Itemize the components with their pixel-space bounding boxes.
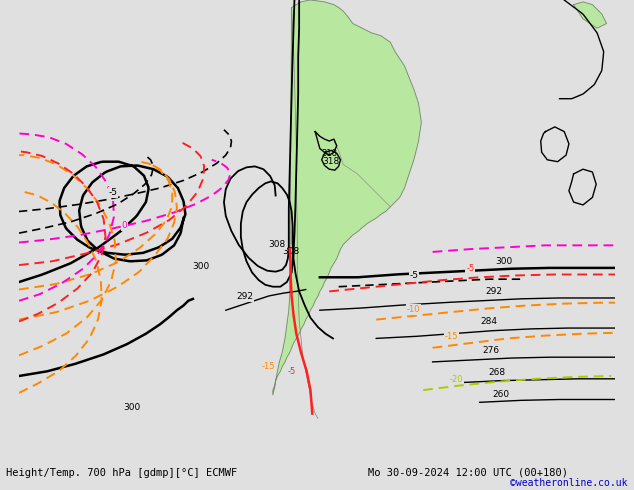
Text: 284: 284 <box>481 317 498 326</box>
Text: Height/Temp. 700 hPa [gdmp][°C] ECMWF: Height/Temp. 700 hPa [gdmp][°C] ECMWF <box>6 468 238 478</box>
Text: -5: -5 <box>410 271 418 280</box>
Text: ©weatheronline.co.uk: ©weatheronline.co.uk <box>510 478 628 488</box>
Text: -15: -15 <box>261 362 275 371</box>
Text: 260: 260 <box>493 390 510 398</box>
Text: 300: 300 <box>192 262 209 270</box>
Text: 308: 308 <box>282 247 299 256</box>
Text: 300: 300 <box>123 402 141 412</box>
Text: -10: -10 <box>407 305 420 314</box>
Text: Mo 30-09-2024 12:00 UTC (00+180): Mo 30-09-2024 12:00 UTC (00+180) <box>368 468 567 478</box>
Text: 276: 276 <box>482 346 500 355</box>
Text: 308: 308 <box>269 240 286 249</box>
Text: -15: -15 <box>444 332 458 341</box>
Polygon shape <box>273 0 422 395</box>
Text: 268: 268 <box>488 368 505 377</box>
Text: -5: -5 <box>466 264 474 272</box>
Text: 300: 300 <box>495 257 513 266</box>
Text: -20: -20 <box>450 374 463 384</box>
Text: 292: 292 <box>485 287 502 296</box>
Text: 318: 318 <box>321 148 337 157</box>
Text: 292: 292 <box>236 292 253 301</box>
Text: 318: 318 <box>323 157 340 166</box>
Polygon shape <box>574 2 607 28</box>
Text: -5: -5 <box>287 367 295 376</box>
Text: -5: -5 <box>108 188 117 197</box>
Text: 0: 0 <box>122 221 127 230</box>
